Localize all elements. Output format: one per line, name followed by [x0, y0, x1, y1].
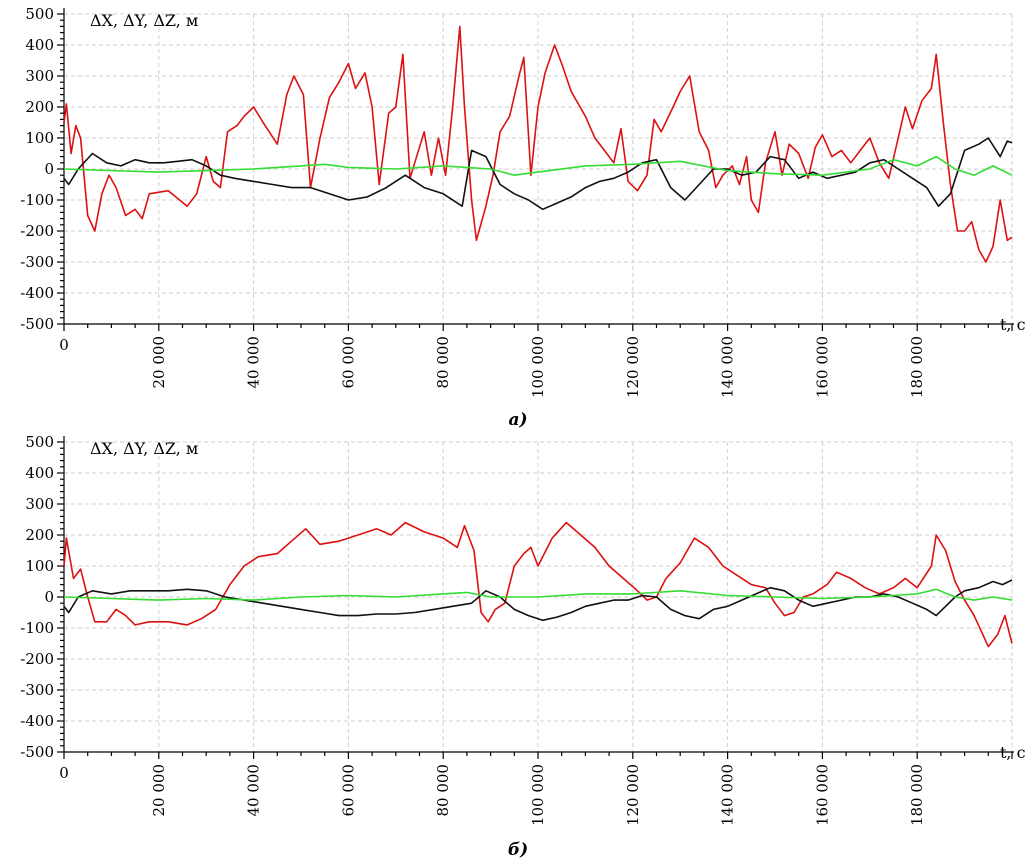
y-tick-label: -400 — [20, 712, 54, 730]
y-tick-label: -500 — [20, 315, 54, 333]
y-tick-label: -100 — [20, 191, 54, 209]
x-tick-label: 120 000 — [624, 336, 642, 398]
y-tick-label: 0 — [44, 588, 54, 606]
y-tick-label: 0 — [44, 160, 54, 178]
series-line-2 — [63, 137, 1013, 211]
x-tick-label: 0 — [59, 764, 69, 782]
y-tick-label: -100 — [20, 619, 54, 637]
y-tick-label: 300 — [25, 67, 54, 85]
series-line-1 — [63, 25, 1013, 263]
x-tick-label: 20 000 — [150, 336, 168, 389]
y-tick-label: -300 — [20, 681, 54, 699]
y-tick-label: 100 — [25, 129, 54, 147]
y-tick-label: 400 — [25, 36, 54, 54]
x-tick-label: 140 000 — [719, 336, 737, 398]
y-tick-label: 200 — [25, 98, 54, 116]
x-tick-label: 160 000 — [813, 336, 831, 398]
y-tick-label: 300 — [25, 495, 54, 513]
y-tick-label: -500 — [20, 743, 54, 761]
y-tick-label: 400 — [25, 464, 54, 482]
x-tick-label: 60 000 — [339, 336, 357, 389]
y-tick-label: -400 — [20, 284, 54, 302]
x-tick-label: 20 000 — [150, 764, 168, 817]
chart-panel-b: -500 -400 -300 -200 -100 0 100 200 300 400 500 0 20 … — [20, 433, 1025, 860]
y-tick-label: -200 — [20, 222, 54, 240]
series-line-1 — [63, 521, 1013, 648]
y-axis-label: ΔX, ΔY, ΔZ, м — [90, 439, 198, 458]
x-tick-label: 40 000 — [245, 764, 263, 817]
y-tick-label: -300 — [20, 253, 54, 271]
y-tick-label: 500 — [25, 433, 54, 451]
panel-caption: a) — [508, 410, 527, 430]
panel-caption: б) — [508, 840, 528, 860]
series-line-3 — [63, 155, 1013, 176]
y-axis-label: ΔX, ΔY, ΔZ, м — [90, 11, 198, 30]
y-tick-label: 200 — [25, 526, 54, 544]
x-tick-label: 100 000 — [529, 336, 547, 398]
x-tick-label: 60 000 — [339, 764, 357, 817]
series-line-2 — [63, 579, 1013, 622]
x-axis-label: t, c — [1000, 743, 1026, 762]
x-tick-label: 140 000 — [719, 764, 737, 826]
x-tick-label: 0 — [59, 336, 69, 354]
x-tick-label: 120 000 — [624, 764, 642, 826]
x-tick-label: 80 000 — [434, 764, 452, 817]
chart-panel-a: -500 -400 -300 -200 -100 0 100 200 300 400 500 0 20 … — [20, 5, 1025, 430]
x-tick-label: 100 000 — [529, 764, 547, 826]
x-tick-label: 180 000 — [908, 764, 926, 826]
y-tick-label: 100 — [25, 557, 54, 575]
y-tick-label: 500 — [25, 5, 54, 23]
x-tick-label: 40 000 — [245, 336, 263, 389]
y-tick-label: -200 — [20, 650, 54, 668]
x-axis-label: t, c — [1000, 315, 1026, 334]
x-tick-label: 80 000 — [434, 336, 452, 389]
x-tick-label: 180 000 — [908, 336, 926, 398]
series-line-3 — [63, 588, 1013, 601]
x-tick-label: 160 000 — [813, 764, 831, 826]
